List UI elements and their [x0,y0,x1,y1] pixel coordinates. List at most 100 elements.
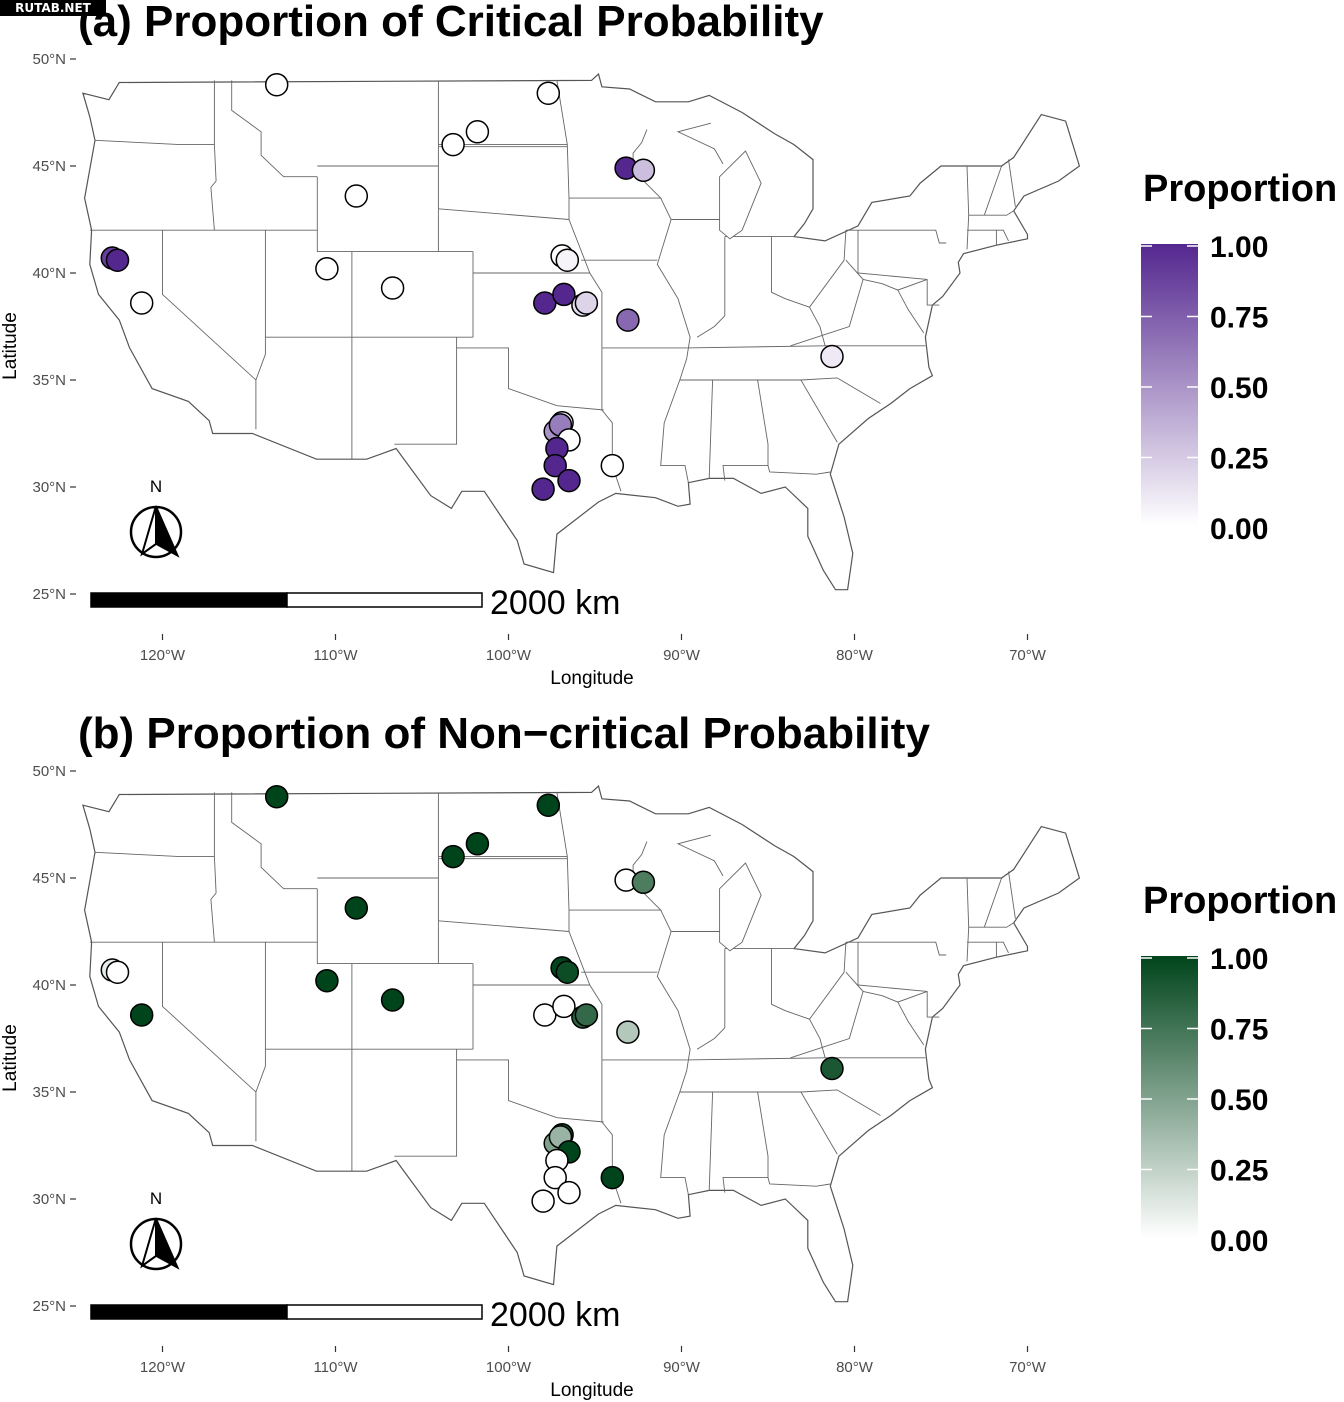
north-arrow: N [129,1189,183,1271]
watermark: RUTAB.NET [0,0,106,16]
site-point [105,248,130,272]
site-point [264,784,289,809]
site-point [543,1165,567,1190]
state-border [394,337,458,445]
site-point [536,793,561,817]
site-point [315,968,339,993]
north-label: N [150,1189,162,1208]
y-tick-label: 25°N [32,1298,66,1315]
y-tick-label: 40°N [32,977,66,994]
state-border [676,834,724,877]
state-border [800,1091,838,1155]
state-border [676,122,724,165]
state-border [255,230,266,381]
legend-label: 0.75 [1210,1014,1268,1047]
legend-label: 1.00 [1210,231,1268,264]
state-border [790,971,864,1059]
site-point [555,960,580,984]
y-axis-title: Latitude [0,312,21,380]
site-point [105,960,130,984]
site-point [380,276,405,300]
scale-bar: 2000 km [90,1296,620,1334]
state-border [983,165,1003,216]
legend-title: Proportion [1143,880,1337,922]
country-outline [82,784,1081,1303]
site-point [616,308,640,332]
site-point [465,120,490,144]
state-border [790,259,864,347]
state-border [1008,159,1016,207]
state-border [94,851,215,858]
site-point [533,291,557,315]
site-point [631,870,656,895]
state-border [767,1177,831,1187]
state-border [210,80,217,231]
state-border [809,306,826,346]
site-points [100,784,844,1213]
state-border [686,1057,926,1061]
y-tick-label: 35°N [32,1084,66,1101]
panel-title: (b) Proportion of Non−critical Probabili… [78,709,930,758]
site-point [344,184,369,208]
legend: Proportion 1.00 0.75 0.50 0.25 0.00 [1141,880,1337,1258]
scale-bar: 2000 km [90,584,620,622]
state-border [708,1091,714,1191]
legend-label: 0.50 [1210,1084,1268,1117]
state-border [255,942,266,1093]
north-label: N [150,477,162,496]
site-point [465,832,490,856]
axes: 25°N 30°N 35°N 40°N 45°N 50°N 120°W 110°W 100°W 9… [0,763,1047,1401]
y-tick-label: 45°N [32,158,66,175]
panel-non-critical: (b) Proportion of Non−critical Probabili… [0,709,1337,1401]
x-tick-label: 120°W [140,1359,186,1376]
site-point [616,1020,640,1044]
site-point [557,1180,581,1205]
legend-label: 0.75 [1210,302,1268,335]
lake-michigan [719,150,762,240]
x-tick-label: 70°W [1009,1359,1047,1376]
site-point [264,72,289,97]
x-axis-title: Longitude [550,668,633,689]
site-point [552,994,576,1019]
x-tick-label: 120°W [140,647,186,664]
state-border [863,278,928,291]
legend-colorbar [1141,244,1198,526]
site-point [600,1165,625,1190]
y-tick-label: 50°N [32,51,66,68]
site-point [820,1056,844,1081]
site-point [531,477,555,501]
x-axis-title: Longitude [550,1380,633,1401]
x-tick-label: 100°W [486,647,532,664]
state-border [656,909,691,1195]
scale-bar-label: 2000 km [490,1296,620,1334]
state-border [456,347,604,411]
state-border [858,229,947,244]
state-border [968,922,1014,928]
legend-label: 0.25 [1210,443,1268,476]
site-point [344,896,369,920]
state-border [94,139,215,146]
panel-critical: (a) Proportion of Critical Probability 2… [0,0,1337,689]
state-border [767,465,831,475]
state-border [996,941,1009,954]
state-border [996,229,1009,242]
y-tick-label: 30°N [32,1191,66,1208]
state-border [1008,871,1016,919]
y-tick-label: 25°N [32,586,66,603]
state-border [696,948,726,1050]
site-point [574,1003,599,1027]
state-border [863,990,928,1003]
legend-label: 0.50 [1210,372,1268,405]
axes: 25°N 30°N 35°N 40°N 45°N 50°N 120°W 110°W 100°W 9… [0,51,1047,689]
legend-label: 0.25 [1210,1155,1268,1188]
site-point [555,248,580,272]
state-border [696,236,726,338]
site-point [380,988,405,1012]
site-point [315,256,339,281]
y-tick-label: 40°N [32,265,66,282]
x-tick-label: 90°W [663,1359,701,1376]
site-point [129,291,154,315]
x-tick-label: 100°W [486,1359,532,1376]
legend-label: 0.00 [1210,1225,1268,1258]
state-border [708,379,714,479]
